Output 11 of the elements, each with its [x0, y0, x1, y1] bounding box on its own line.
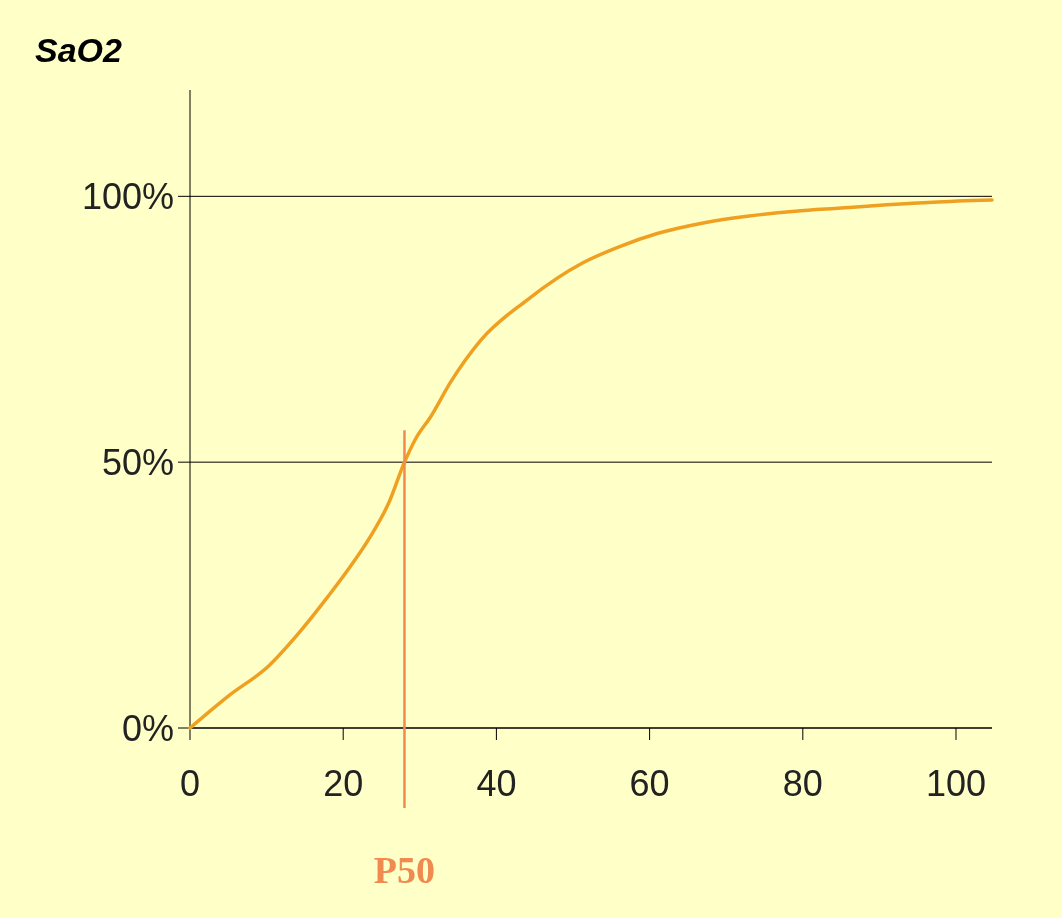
x-tick-label: 20 [323, 763, 364, 804]
x-tick-label: 40 [476, 763, 517, 804]
x-tick-label: 100 [925, 763, 987, 804]
y-tick-label: 50% [101, 441, 174, 483]
ref-line-label: P50 [373, 849, 436, 891]
y-axis-title: SaO2 [35, 31, 123, 69]
x-tick-label: 80 [782, 763, 823, 804]
y-tick-label: 0% [121, 707, 174, 749]
x-tick-label: 0 [179, 763, 201, 804]
x-tick-label: 60 [629, 763, 670, 804]
y-tick-label: 100% [81, 175, 174, 217]
